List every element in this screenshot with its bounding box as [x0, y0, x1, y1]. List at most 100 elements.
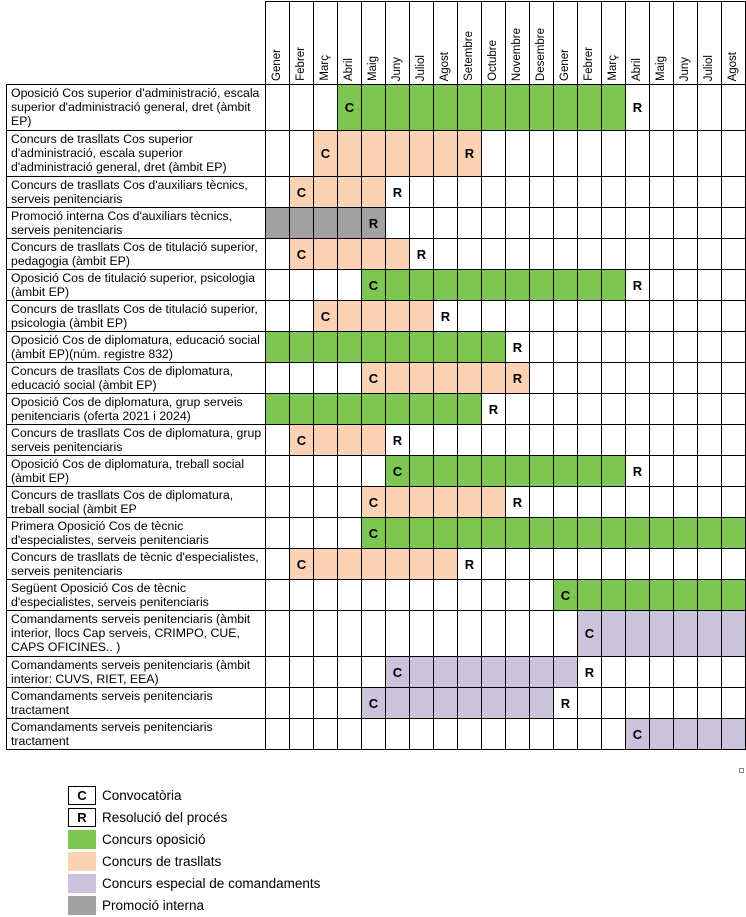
timeline-cell: [265, 176, 290, 208]
legend-label: Concurs de trasllats: [102, 854, 222, 869]
timeline-cell-filled: [553, 517, 578, 549]
timeline-cell-filled: [697, 517, 722, 549]
timeline-cell-filled: [457, 362, 482, 394]
timeline-cell: [289, 579, 314, 611]
timeline-cell: [721, 130, 746, 177]
table-row: Concurs de trasllats Cos superior d'admi…: [6, 130, 746, 177]
timeline-cell-filled: [361, 238, 386, 270]
timeline-cell: [649, 486, 674, 518]
convocatoria-mark: C: [625, 718, 650, 750]
timeline-cell: [529, 486, 554, 518]
month-header: Gener: [265, 1, 290, 85]
timeline-cell: [577, 362, 602, 394]
timeline-cell: [313, 517, 338, 549]
timeline-cell: [505, 238, 530, 270]
timeline-cell: [673, 362, 698, 394]
timeline-cell: [529, 393, 554, 425]
timeline-cell-filled: [289, 207, 314, 239]
timeline-cell-filled: [553, 269, 578, 301]
timeline-cell: [433, 424, 458, 456]
month-header: Juliol: [697, 1, 722, 85]
timeline-cell-filled: [601, 269, 626, 301]
month-header: Juny: [385, 1, 410, 85]
timeline-cell: [697, 486, 722, 518]
timeline-cell: [721, 455, 746, 487]
timeline-cell: [577, 548, 602, 580]
timeline-cell: [313, 362, 338, 394]
timeline-cell: [673, 455, 698, 487]
resolucio-mark: R: [385, 424, 410, 456]
month-label: Febrer: [583, 47, 595, 81]
timeline-cell: [649, 176, 674, 208]
timeline-cell: [697, 84, 722, 131]
resolucio-mark: R: [457, 130, 482, 177]
process-label: Concurs de trasllats Cos de titulació su…: [6, 238, 266, 270]
legend-color-swatch: [68, 852, 96, 871]
timeline-cell-filled: [385, 130, 410, 177]
timeline-cell: [553, 548, 578, 580]
timeline-cell: [697, 687, 722, 719]
table-resize-handle[interactable]: [739, 768, 744, 773]
timeline-cell: [625, 362, 650, 394]
timeline-cell: [673, 269, 698, 301]
timeline-cell: [649, 207, 674, 239]
timeline-cell: [481, 424, 506, 456]
process-label: Comandaments serveis penitenciaris (àmbi…: [6, 610, 266, 657]
timeline-cell-filled: [409, 84, 434, 131]
timeline-cell-filled: [337, 207, 362, 239]
timeline-cell-filled: [337, 393, 362, 425]
timeline-cell: [313, 269, 338, 301]
timeline-cell: [673, 84, 698, 131]
process-label: Concurs de trasllats de tècnic d'especia…: [6, 548, 266, 580]
timeline-cell-filled: [649, 579, 674, 611]
timeline-cell: [265, 238, 290, 270]
month-label: Agost: [727, 51, 739, 81]
timeline-cell-filled: [721, 517, 746, 549]
timeline-cell: [409, 207, 434, 239]
timeline-cell: [577, 300, 602, 332]
timeline-cell: [505, 424, 530, 456]
month-label: Setembre: [463, 31, 475, 81]
timeline-cell: [505, 393, 530, 425]
timeline-cell-filled: [601, 84, 626, 131]
timeline-cell: [673, 424, 698, 456]
timeline-cell: [505, 300, 530, 332]
timeline-cell: [265, 610, 290, 657]
timeline-cell: [553, 718, 578, 750]
month-label: Maig: [655, 56, 667, 81]
month-label: Novembre: [511, 27, 523, 81]
legend-item: Concurs oposició: [68, 829, 320, 850]
timeline-cell: [649, 362, 674, 394]
timeline-cell: [481, 579, 506, 611]
table-row: Concurs de trasllats Cos de diplomatura,…: [6, 362, 746, 394]
timeline-cell: [721, 84, 746, 131]
convocatoria-mark: C: [385, 455, 410, 487]
resolucio-mark: R: [625, 455, 650, 487]
month-label: Agost: [439, 51, 451, 81]
timeline-cell-filled: [649, 718, 674, 750]
table-row: Primera Oposició Cos de tècnic d'especia…: [6, 517, 746, 549]
timeline-cell: [553, 238, 578, 270]
timeline-cell-filled: [313, 424, 338, 456]
timeline-cell: [505, 579, 530, 611]
timeline-cell: [649, 300, 674, 332]
process-label: Concurs de trasllats Cos de diplomatura,…: [6, 486, 266, 518]
timeline-cell: [577, 424, 602, 456]
timeline-cell-filled: [385, 331, 410, 363]
timeline-cell-filled: [577, 517, 602, 549]
timeline-cell-filled: [673, 610, 698, 657]
timeline-cell-filled: [457, 455, 482, 487]
timeline-cell: [721, 424, 746, 456]
timeline-cell-filled: [385, 687, 410, 719]
process-label: Oposició Cos superior d'administració, e…: [6, 84, 266, 131]
timeline-cell: [553, 362, 578, 394]
month-label: Desembre: [535, 27, 547, 81]
month-header: Abril: [625, 1, 650, 85]
timeline-cell: [577, 393, 602, 425]
timeline-cell: [457, 207, 482, 239]
timeline-cell: [673, 130, 698, 177]
timeline-cell-filled: [649, 517, 674, 549]
timeline-cell: [673, 687, 698, 719]
timeline-cell: [721, 300, 746, 332]
timeline-cell-filled: [433, 455, 458, 487]
